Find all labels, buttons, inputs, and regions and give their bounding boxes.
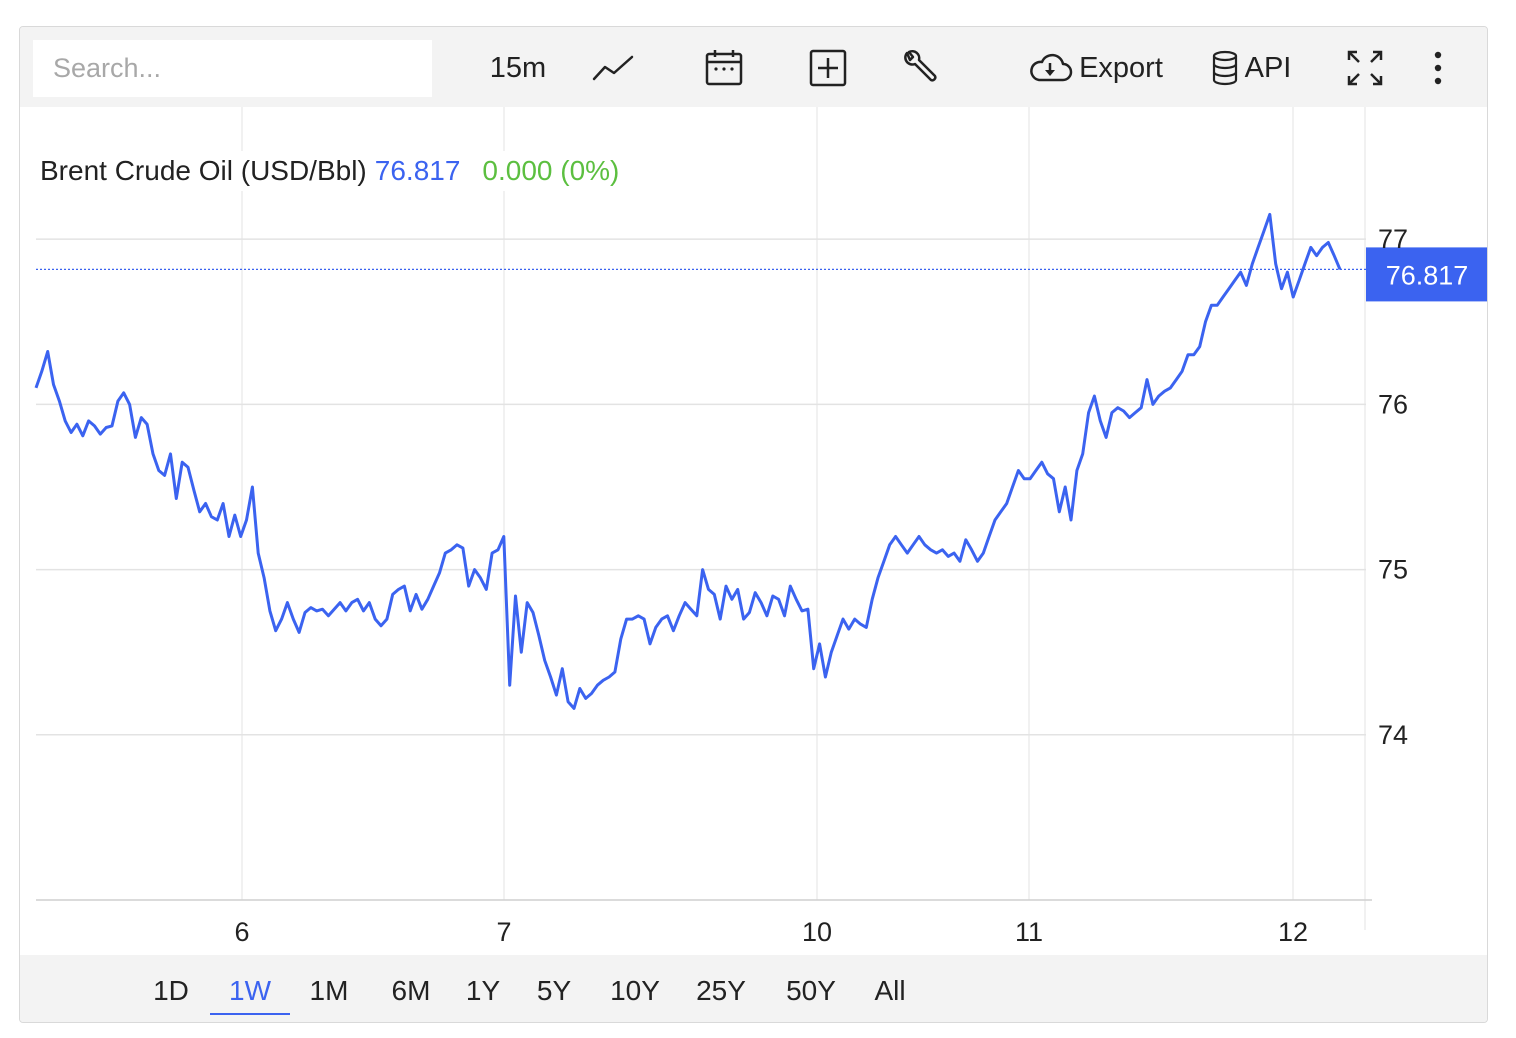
export-label: Export — [1079, 51, 1163, 84]
series-line — [34, 212, 1342, 710]
y-tick-label: 77 — [1378, 224, 1408, 254]
compare-button[interactable] — [800, 41, 856, 95]
range-button-1m[interactable]: 1M — [309, 975, 349, 1006]
calendar-icon — [705, 50, 743, 86]
x-tick-label: 11 — [1015, 917, 1043, 947]
date-range-button[interactable] — [696, 41, 752, 95]
chart-widget: 15m — [19, 26, 1488, 1023]
toolbar: 15m — [20, 27, 1487, 107]
chart-area: 76.817 77 76 75 74 6 7 10 11 12 Brent Crude Oil… — [20, 107, 1488, 1022]
interval-label: 15m — [489, 51, 547, 84]
chart-header: Brent Crude Oil (USD/Bbl) 76.817 0.000 (0%… — [40, 151, 620, 191]
range-selector: 1D 1W 1M 6M 1Y 5Y 10Y 25Y 50Y All — [20, 955, 1487, 1022]
x-tick-label: 6 — [234, 917, 249, 947]
y-tick-label: 74 — [1378, 720, 1408, 750]
x-tick-label: 7 — [496, 917, 511, 947]
range-button-1d[interactable]: 1D — [153, 975, 189, 1006]
last-price-label: 76.817 — [1386, 260, 1469, 290]
x-tick-label: 12 — [1278, 917, 1308, 947]
fullscreen-button[interactable] — [1338, 41, 1392, 95]
range-button-25y[interactable]: 25Y — [696, 975, 746, 1006]
cloud-download-icon — [1030, 53, 1073, 82]
more-vertical-icon — [1434, 51, 1442, 85]
range-button-1y[interactable]: 1Y — [465, 975, 501, 1006]
indicators-button[interactable] — [892, 41, 948, 95]
export-button[interactable]: Export — [1020, 41, 1170, 95]
range-button-50y[interactable]: 50Y — [786, 975, 836, 1006]
interval-selector[interactable]: 15m — [478, 41, 558, 95]
instrument-name: Brent Crude Oil (USD/Bbl) — [40, 155, 367, 186]
instrument-change: 0.000 (0%) — [482, 155, 620, 186]
line-chart-icon — [592, 55, 634, 81]
database-icon — [1212, 50, 1237, 86]
add-compare-icon — [809, 49, 847, 87]
instrument-price: 76.817 — [374, 155, 461, 186]
y-tick-label: 75 — [1378, 555, 1408, 585]
x-tick-label: 10 — [802, 917, 832, 947]
more-options-button[interactable] — [1418, 41, 1458, 95]
search-input[interactable] — [33, 40, 432, 97]
api-button[interactable]: API — [1206, 41, 1296, 95]
range-button-6m[interactable]: 6M — [391, 975, 431, 1006]
range-button-10y[interactable]: 10Y — [610, 975, 660, 1006]
y-tick-label: 76 — [1378, 389, 1408, 419]
chart-type-button[interactable] — [586, 41, 642, 95]
fullscreen-icon — [1347, 50, 1383, 86]
range-button-5y[interactable]: 5Y — [536, 975, 572, 1006]
range-button-1w[interactable]: 1W — [210, 969, 290, 1015]
wrench-icon — [904, 49, 937, 82]
last-price-badge — [1366, 247, 1487, 302]
price-chart[interactable]: 76.817 77 76 75 74 6 7 10 11 12 — [20, 107, 1488, 955]
range-button-all[interactable]: All — [874, 975, 906, 1006]
api-label: API — [1244, 51, 1292, 84]
